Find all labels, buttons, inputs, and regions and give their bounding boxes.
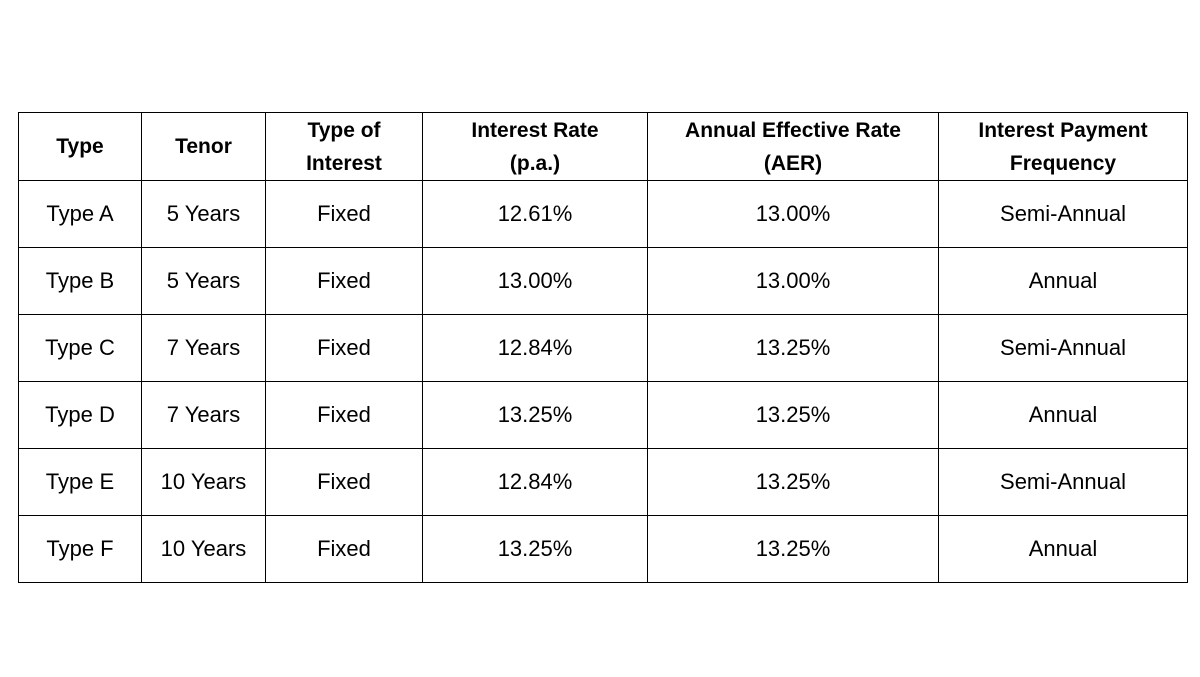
header-interest-rate-line1: Interest Rate: [471, 118, 599, 142]
cell-payment-frequency: Semi-Annual: [938, 180, 1188, 248]
table-row: Type D 7 Years Fixed 13.25% 13.25% Annua…: [18, 381, 1188, 449]
cell-interest-rate: 13.00%: [422, 247, 648, 315]
header-type-of-interest-line1: Type of: [307, 118, 381, 142]
header-interest-payment-frequency-line2: Frequency: [1009, 151, 1117, 175]
cell-payment-frequency: Annual: [938, 247, 1188, 315]
cell-tenor: 5 Years: [141, 247, 266, 315]
cell-payment-frequency: Annual: [938, 515, 1188, 583]
cell-type-of-interest: Fixed: [265, 314, 423, 382]
cell-aer: 13.25%: [647, 314, 939, 382]
interest-rate-table: Type Tenor Type of Interest Interest Rat…: [18, 112, 1188, 583]
cell-aer: 13.00%: [647, 180, 939, 248]
header-type-label: Type: [56, 135, 104, 158]
header-tenor: Tenor: [141, 112, 266, 181]
cell-tenor: 5 Years: [141, 180, 266, 248]
header-annual-effective-rate: Annual Effective Rate (AER): [647, 112, 939, 181]
table-row: Type F 10 Years Fixed 13.25% 13.25% Annu…: [18, 515, 1188, 583]
cell-type-of-interest: Fixed: [265, 247, 423, 315]
cell-interest-rate: 12.61%: [422, 180, 648, 248]
cell-type: Type B: [18, 247, 142, 315]
cell-interest-rate: 12.84%: [422, 314, 648, 382]
header-type-of-interest: Type of Interest: [265, 112, 423, 181]
cell-interest-rate: 13.25%: [422, 515, 648, 583]
cell-type: Type C: [18, 314, 142, 382]
cell-type: Type A: [18, 180, 142, 248]
cell-type-of-interest: Fixed: [265, 381, 423, 449]
header-interest-payment-frequency-line1: Interest Payment: [978, 118, 1148, 142]
table-header-row: Type Tenor Type of Interest Interest Rat…: [18, 112, 1188, 181]
cell-tenor: 7 Years: [141, 381, 266, 449]
header-annual-effective-rate-line2: (AER): [763, 151, 823, 175]
cell-type-of-interest: Fixed: [265, 180, 423, 248]
cell-payment-frequency: Semi-Annual: [938, 314, 1188, 382]
header-type-of-interest-line2: Interest: [306, 151, 382, 175]
cell-aer: 13.25%: [647, 515, 939, 583]
cell-interest-rate: 12.84%: [422, 448, 648, 516]
header-interest-payment-frequency: Interest Payment Frequency: [938, 112, 1188, 181]
cell-interest-rate: 13.25%: [422, 381, 648, 449]
cell-aer: 13.25%: [647, 448, 939, 516]
cell-type: Type E: [18, 448, 142, 516]
table-row: Type E 10 Years Fixed 12.84% 13.25% Semi…: [18, 448, 1188, 516]
table-row: Type C 7 Years Fixed 12.84% 13.25% Semi-…: [18, 314, 1188, 382]
cell-aer: 13.00%: [647, 247, 939, 315]
header-interest-rate: Interest Rate (p.a.): [422, 112, 648, 181]
cell-type: Type D: [18, 381, 142, 449]
cell-type: Type F: [18, 515, 142, 583]
cell-tenor: 10 Years: [141, 515, 266, 583]
cell-type-of-interest: Fixed: [265, 515, 423, 583]
cell-payment-frequency: Annual: [938, 381, 1188, 449]
header-annual-effective-rate-line1: Annual Effective Rate: [685, 118, 901, 142]
header-tenor-label: Tenor: [175, 135, 232, 158]
cell-tenor: 10 Years: [141, 448, 266, 516]
cell-payment-frequency: Semi-Annual: [938, 448, 1188, 516]
table-row: Type B 5 Years Fixed 13.00% 13.00% Annua…: [18, 247, 1188, 315]
cell-tenor: 7 Years: [141, 314, 266, 382]
cell-aer: 13.25%: [647, 381, 939, 449]
header-interest-rate-line2: (p.a.): [509, 151, 561, 175]
table-row: Type A 5 Years Fixed 12.61% 13.00% Semi-…: [18, 180, 1188, 248]
header-type: Type: [18, 112, 142, 181]
cell-type-of-interest: Fixed: [265, 448, 423, 516]
